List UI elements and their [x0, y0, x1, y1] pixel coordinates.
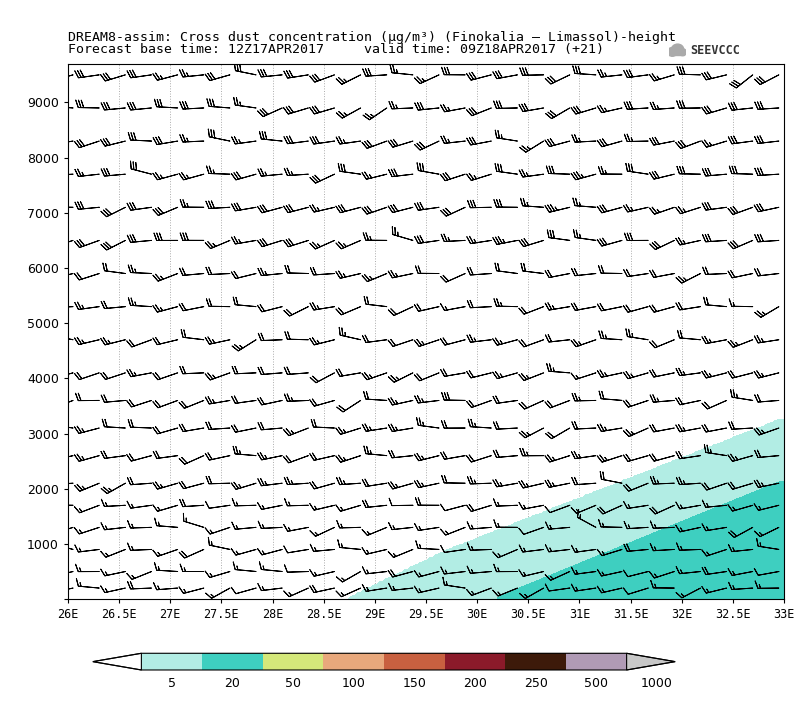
Polygon shape: [262, 653, 323, 670]
Text: 250: 250: [524, 677, 547, 691]
Circle shape: [667, 48, 678, 56]
Polygon shape: [142, 653, 202, 670]
Polygon shape: [202, 653, 262, 670]
Polygon shape: [323, 653, 384, 670]
Circle shape: [678, 49, 686, 55]
Text: DREAM8-assim: Cross dust concentration (μg/m³) (Finokalia – Limassol)-height: DREAM8-assim: Cross dust concentration (…: [68, 31, 676, 44]
Text: 200: 200: [463, 677, 487, 691]
Polygon shape: [384, 653, 445, 670]
Polygon shape: [506, 653, 566, 670]
Polygon shape: [626, 653, 675, 670]
Text: 1000: 1000: [641, 677, 673, 691]
Text: 500: 500: [584, 677, 608, 691]
Text: SEEVCCC: SEEVCCC: [690, 44, 740, 57]
Polygon shape: [445, 653, 506, 670]
Text: 100: 100: [342, 677, 366, 691]
Text: Forecast base time: 12Z17APR2017     valid time: 09Z18APR2017 (+21): Forecast base time: 12Z17APR2017 valid t…: [68, 43, 604, 56]
Bar: [670, 51, 684, 55]
Polygon shape: [566, 653, 626, 670]
Text: 50: 50: [285, 677, 301, 691]
Text: 20: 20: [225, 677, 240, 691]
Circle shape: [671, 44, 684, 55]
Text: 5: 5: [168, 677, 176, 691]
Text: 150: 150: [402, 677, 426, 691]
Polygon shape: [93, 653, 142, 670]
